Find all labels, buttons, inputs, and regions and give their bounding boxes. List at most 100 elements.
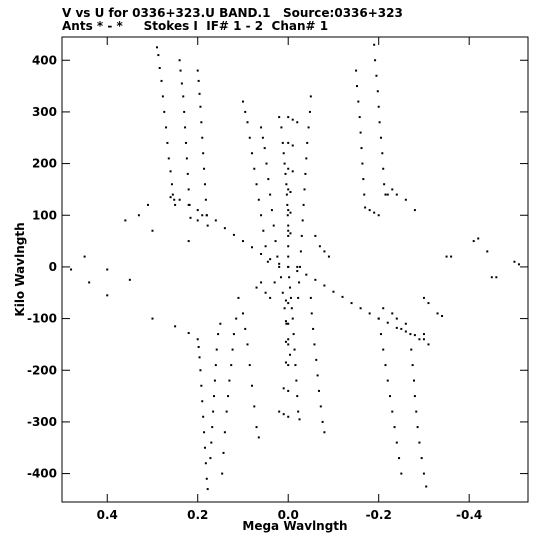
uv-point xyxy=(450,255,453,258)
uv-point xyxy=(296,265,299,268)
uv-point xyxy=(287,255,290,258)
uv-point xyxy=(317,389,320,392)
uv-point xyxy=(376,90,379,93)
uv-point xyxy=(260,214,263,217)
uv-point xyxy=(248,364,251,367)
uv-point xyxy=(187,240,190,243)
uv-point xyxy=(284,299,287,302)
uv-point xyxy=(294,364,297,367)
uv-point xyxy=(178,59,181,62)
uv-point xyxy=(246,343,249,346)
uv-point xyxy=(287,234,290,237)
uv-point xyxy=(200,384,203,387)
uv-point xyxy=(70,268,73,271)
uv-point xyxy=(286,214,289,217)
uv-point xyxy=(228,379,231,382)
uv-point xyxy=(389,395,392,398)
uv-point xyxy=(375,74,378,77)
uv-point xyxy=(274,240,277,243)
uv-point xyxy=(310,312,313,315)
uv-point xyxy=(422,472,425,475)
uv-point xyxy=(213,379,216,382)
uv-point xyxy=(185,157,188,160)
uv-point xyxy=(174,325,177,328)
uv-point xyxy=(418,441,421,444)
uv-point xyxy=(486,250,489,253)
uv-point xyxy=(355,85,358,88)
uv-point xyxy=(296,121,299,124)
uv-point xyxy=(244,110,247,113)
uv-point xyxy=(513,260,516,263)
uv-point xyxy=(189,216,192,219)
uv-point xyxy=(386,379,389,382)
uv-point xyxy=(368,312,371,315)
uv-point xyxy=(364,206,367,209)
uv-point xyxy=(291,144,294,147)
uv-point xyxy=(210,441,213,444)
uv-point xyxy=(157,54,160,57)
uv-point xyxy=(305,157,308,160)
uv-point xyxy=(391,410,394,413)
uv-point xyxy=(178,198,181,201)
uv-point xyxy=(420,457,423,460)
y-tick-label: -200 xyxy=(27,363,57,377)
uv-point xyxy=(422,338,425,341)
uv-point xyxy=(287,188,290,191)
uv-point xyxy=(197,79,200,82)
uv-point xyxy=(203,431,206,434)
uv-point xyxy=(214,364,217,367)
uv-point xyxy=(383,183,386,186)
uv-point xyxy=(204,462,207,465)
uv-point xyxy=(287,389,290,392)
y-tick-label: 300 xyxy=(32,105,57,119)
uv-point xyxy=(377,105,380,108)
uv-point xyxy=(287,415,290,418)
uv-point xyxy=(413,209,416,212)
uv-point xyxy=(106,294,109,297)
uv-point xyxy=(323,250,326,253)
uv-point xyxy=(255,286,258,289)
uv-point xyxy=(173,198,176,201)
uv-point xyxy=(415,410,418,413)
uv-point xyxy=(314,278,317,281)
uv-point xyxy=(263,147,266,150)
uv-point xyxy=(273,281,276,284)
uv-point xyxy=(295,379,298,382)
uv-point xyxy=(203,167,206,170)
uv-point xyxy=(200,121,203,124)
uv-point xyxy=(203,446,206,449)
uv-point xyxy=(384,193,387,196)
uv-point xyxy=(418,338,421,341)
uv-point xyxy=(209,457,212,460)
uv-point xyxy=(267,178,270,181)
uv-point xyxy=(287,224,290,227)
uv-point xyxy=(288,276,291,279)
uv-point xyxy=(241,240,244,243)
uv-point xyxy=(196,219,199,222)
uv-point xyxy=(284,340,287,343)
uv-point xyxy=(170,183,173,186)
y-tick-label: 0 xyxy=(49,260,57,274)
uv-point xyxy=(400,327,403,330)
uv-point xyxy=(187,203,190,206)
uv-point xyxy=(287,167,290,170)
uv-point xyxy=(284,172,287,175)
uv-point xyxy=(306,141,309,144)
uv-point xyxy=(409,333,412,336)
uv-point xyxy=(287,364,290,367)
uv-point xyxy=(413,334,416,337)
uv-point xyxy=(472,240,475,243)
uv-point xyxy=(304,172,307,175)
uv-point xyxy=(283,162,286,165)
uv-point xyxy=(425,485,428,488)
chart-title-line-1: V vs U for 0336+323.U BAND.1 Source:0336… xyxy=(62,6,403,20)
uv-point xyxy=(355,69,358,72)
uv-point xyxy=(323,284,326,287)
uv-point xyxy=(160,79,163,82)
uv-point xyxy=(393,426,396,429)
uv-point xyxy=(445,255,448,258)
uv-point xyxy=(382,348,385,351)
uv-point xyxy=(332,290,335,293)
uv-point xyxy=(298,418,301,421)
